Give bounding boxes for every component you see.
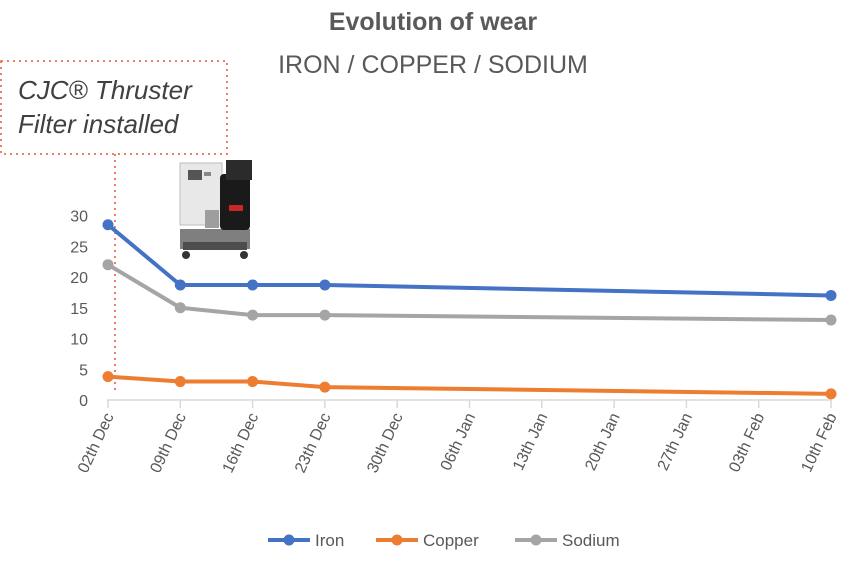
y-axis: 0 5 10 15 20 25 30 — [70, 209, 88, 411]
legend-label-iron: Iron — [315, 531, 344, 550]
legend-label-sodium: Sodium — [562, 531, 620, 550]
y-tick-label: 25 — [70, 239, 88, 256]
x-axis: 02th Dec 09th Dec 16th Dec 23th Dec 30th Dec… — [75, 400, 841, 476]
data-point-copper — [247, 376, 259, 388]
data-point-iron — [102, 219, 114, 231]
plot-area — [102, 219, 837, 400]
data-point-copper — [319, 381, 331, 393]
annotation-box — [0, 60, 228, 155]
data-point-iron — [247, 279, 259, 291]
y-tick-label: 30 — [70, 209, 88, 226]
x-tick-label: 03th Feb — [726, 410, 768, 475]
data-point-sodium — [102, 259, 114, 271]
chart-title: Evolution of wear — [329, 8, 538, 36]
annotation-line-1: CJC® Thruster — [18, 75, 193, 105]
y-tick-label: 20 — [70, 270, 88, 287]
y-tick-label: 5 — [79, 362, 88, 379]
filter-unit-icon — [179, 160, 252, 259]
x-tick-label: 13th Jan — [510, 411, 551, 474]
x-tick-label: 16th Dec — [220, 411, 262, 476]
data-point-sodium — [319, 309, 331, 321]
data-point-copper — [174, 376, 186, 388]
legend-marker-iron — [283, 534, 295, 546]
chart-subtitle: IRON / COPPER / SODIUM — [278, 51, 588, 79]
annotation-line-2: Filter installed — [18, 109, 180, 139]
data-point-copper — [825, 388, 837, 400]
data-point-sodium — [825, 314, 837, 326]
data-point-sodium — [247, 309, 259, 321]
data-point-copper — [102, 371, 114, 383]
x-tick-label: 23th Dec — [292, 411, 334, 476]
y-tick-label: 15 — [70, 301, 88, 318]
x-tick-label: 27th Jan — [655, 411, 696, 474]
y-tick-label: 0 — [79, 393, 88, 410]
series-line-copper — [106, 374, 833, 396]
y-tick-label: 10 — [70, 332, 88, 349]
data-point-iron — [319, 279, 331, 291]
data-point-sodium — [174, 302, 186, 314]
x-tick-label: 20th Jan — [582, 411, 623, 474]
data-point-iron — [174, 279, 186, 291]
x-tick-label: 02th Dec — [75, 411, 117, 476]
x-tick-label: 30th Dec — [364, 411, 406, 476]
legend: Iron Copper Sodium — [268, 531, 620, 550]
data-point-iron — [825, 289, 837, 301]
legend-label-copper: Copper — [423, 531, 479, 550]
x-tick-label: 10th Feb — [799, 410, 841, 475]
x-tick-label: 06th Jan — [438, 411, 479, 474]
legend-marker-sodium — [530, 534, 542, 546]
legend-marker-copper — [391, 534, 403, 546]
x-tick-label: 09th Dec — [147, 411, 189, 476]
